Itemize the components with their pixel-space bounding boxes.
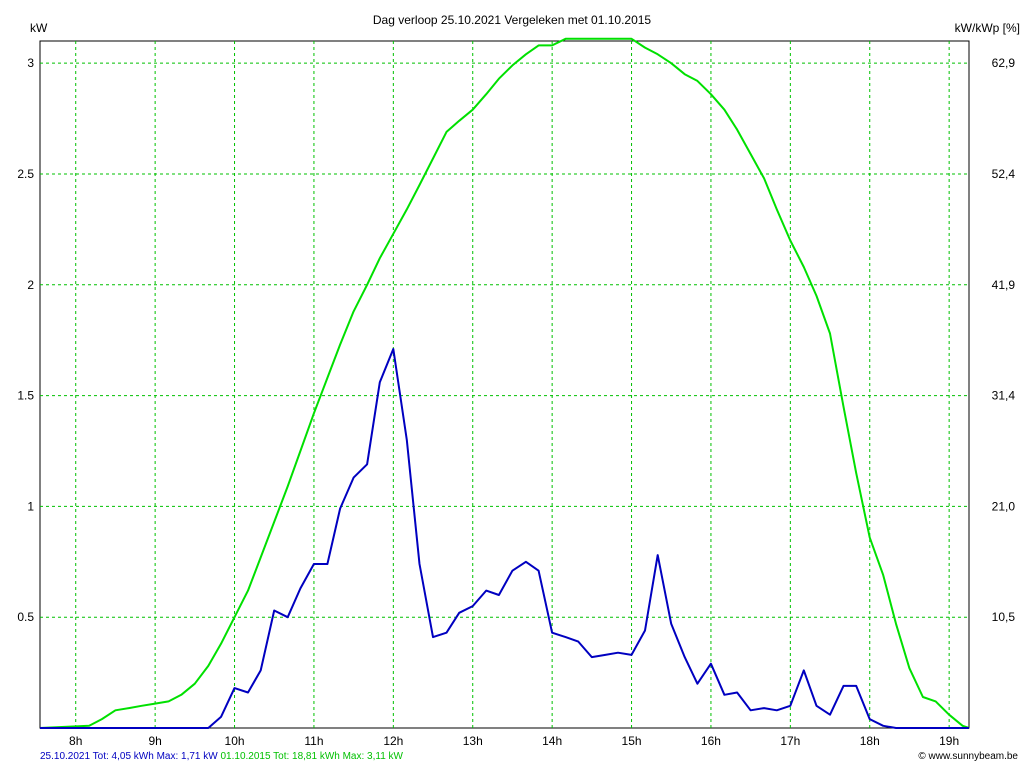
y-tick-label-left: 3 — [27, 56, 34, 70]
x-tick-label: 17h — [780, 734, 800, 748]
y-axis-label-right: kW/kWp [%] — [955, 21, 1020, 35]
series-line-25-10-2021 — [40, 348, 969, 729]
y-tick-label-right: 41,9 — [992, 278, 1016, 292]
y-tick-label-left: 2.5 — [17, 167, 34, 181]
y-tick-label-left: 1 — [27, 499, 34, 513]
footer-summary: 25.10.2021 Tot: 4,05 kWh Max: 1,71 kW 01… — [40, 751, 403, 763]
series-layer — [39, 37, 970, 729]
y-tick-label-left: 2 — [27, 278, 34, 292]
grid-lines — [40, 41, 969, 728]
y-tick-label-right: 52,4 — [992, 167, 1016, 181]
credit-sunnybeam: © www.sunnybeam.be — [918, 751, 1018, 762]
y-tick-label-right: 21,0 — [992, 499, 1016, 513]
x-tick-label: 11h — [304, 734, 323, 748]
x-tick-label: 10h — [225, 734, 245, 748]
x-tick-label: 14h — [542, 734, 562, 748]
x-tick-label: 16h — [701, 734, 721, 748]
x-tick-label: 15h — [622, 734, 642, 748]
series-line-01-10-2015 — [39, 37, 970, 729]
plot-frame — [39, 40, 970, 729]
y-tick-label-right: 31,4 — [992, 389, 1016, 403]
x-tick-label: 8h — [69, 734, 82, 748]
footer-summary-2021: 25.10.2021 Tot: 4,05 kWh Max: 1,71 kW — [40, 751, 218, 762]
y-tick-label-right: 10,5 — [992, 610, 1016, 624]
x-tick-label: 12h — [383, 734, 403, 748]
x-tick-label: 19h — [939, 734, 959, 748]
y-tick-label-left: 0.5 — [17, 610, 34, 624]
footer-summary-2015: 01.10.2015 Tot: 18,81 kWh Max: 3,11 kW — [217, 751, 403, 762]
y-tick-label-right: 62,9 — [992, 56, 1016, 70]
y-tick-label-left: 1.5 — [17, 389, 34, 403]
axis-ticks: 8h 9h 10h 11h 12h 13h 14h 15h 16h 17h 18h 19h 0.5 1 1.… — [17, 56, 1015, 748]
x-tick-label: 13h — [463, 734, 483, 748]
x-tick-label: 18h — [860, 734, 880, 748]
y-axis-label-left: kW — [30, 21, 48, 35]
x-tick-label: 9h — [148, 734, 161, 748]
chart-title: Dag verloop 25.10.2021 Vergeleken met 01… — [373, 13, 652, 27]
